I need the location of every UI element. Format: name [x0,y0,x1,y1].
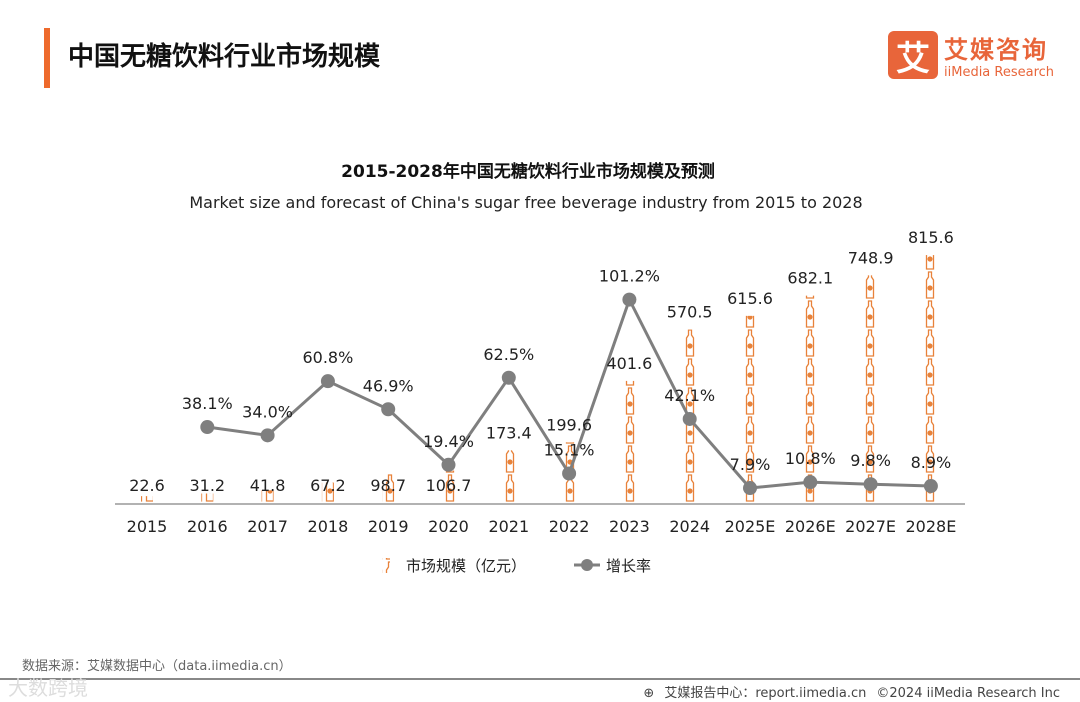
chart: 22.6 2015 31.2 2016 41.8 2017 67.2 2018 98.7 2019… [115,228,965,575]
growth-label-2026E: 10.8% [785,449,836,468]
bar-2015 [141,496,153,503]
logo-cn: 艾媒咨询 [944,36,1048,64]
footer: ⊕ 艾媒报告中心：report.iimedia.cn ©2024 iiMedia R… [633,682,1060,701]
legend-line-label: 增长率 [606,557,651,575]
bar-2018 [321,482,334,503]
bar-label-2020: 106.7 [426,476,472,495]
growth-point-2028E [923,479,938,494]
bar-label-2015: 22.6 [129,476,165,495]
growth-point-2026E [803,475,818,490]
footer-divider [0,678,1080,680]
bar-label-2025E: 615.6 [727,289,773,308]
chart-subtitle: Market size and forecast of China's suga… [189,193,863,212]
growth-point-2024 [682,411,697,426]
logo-mark: 艾 [888,31,938,79]
growth-point-2018 [320,374,335,389]
bar-label-2024: 570.5 [667,303,713,322]
x-tick-2024: 2024 [669,517,710,536]
legend-bar-icon [382,558,390,573]
x-tick-2019: 2019 [368,517,409,536]
x-tick-2020: 2020 [428,517,469,536]
bar-2017 [261,490,274,503]
growth-label-2018: 60.8% [302,348,353,367]
growth-label-2021: 62.5% [483,345,534,364]
growth-point-2021 [501,370,516,385]
x-tick-2025E: 2025E [725,517,776,536]
growth-point-2023 [622,292,637,307]
growth-point-2019 [381,402,396,417]
growth-label-2023: 101.2% [599,267,660,286]
bar-2027E [864,275,877,503]
bar-label-2023: 401.6 [606,354,652,373]
iimedia-logo: 艾 艾媒咨询 iiMedia Research [888,30,1054,80]
report-link[interactable]: 艾媒报告中心：report.iimedia.cn [664,686,867,701]
growth-label-2017: 34.0% [242,402,293,421]
bar-label-2018: 67.2 [310,476,346,495]
growth-label-2027E: 9.8% [850,451,891,470]
x-tick-2026E: 2026E [785,517,836,536]
bar-label-2022: 199.6 [546,415,592,434]
x-tick-2022: 2022 [549,517,590,536]
globe-icon: ⊕ [643,686,655,701]
logo-en: iiMedia Research [944,65,1055,80]
bar-label-2017: 41.8 [250,476,286,495]
growth-label-2019: 46.9% [363,376,414,395]
x-tick-2023: 2023 [609,517,650,536]
bar-2021 [502,450,515,503]
bar-label-2026E: 682.1 [787,269,833,288]
bar-label-2019: 98.7 [370,476,406,495]
bar-label-2016: 31.2 [189,476,225,495]
x-tick-2021: 2021 [488,517,529,536]
bar-2023 [623,380,636,503]
bar-label-2027E: 748.9 [848,248,894,267]
chart-title: 2015-2028年中国无糖饮料行业市场规模及预测 [341,162,715,182]
watermark: 大数跨境 [8,676,88,700]
copyright: ©2024 iiMedia Research Inc [876,686,1060,701]
growth-label-2028E: 8.9% [911,453,952,472]
growth-point-2025E [743,481,757,496]
bar-2026E [804,295,817,503]
bar-label-2028E: 815.6 [908,228,954,247]
title-accent-bar [44,28,50,88]
growth-label-2016: 38.1% [182,394,233,413]
x-tick-2028E: 2028E [905,517,956,536]
legend-bar-label: 市场规模（亿元） [406,557,526,575]
x-tick-2018: 2018 [308,517,349,536]
legend-line-marker [581,559,593,571]
growth-label-2024: 42.1% [664,386,715,405]
bar-2020 [442,470,455,503]
bar-2025E [744,315,756,503]
bar-2028E [924,255,937,503]
x-tick-2027E: 2027E [845,517,896,536]
growth-label-2025E: 7.9% [730,455,771,474]
growth-label-2020: 19.4% [423,432,474,451]
growth-point-2022 [562,466,577,481]
growth-label-2022: 15.1% [544,440,595,459]
growth-point-2020 [441,457,456,472]
bar-2019 [382,472,395,503]
growth-point-2017 [260,428,275,443]
bar-2016 [201,493,214,503]
page-title: 中国无糖饮料行业市场规模 [68,42,381,72]
x-tick-2015: 2015 [127,517,168,536]
x-tick-2017: 2017 [247,517,288,536]
x-tick-2016: 2016 [187,517,228,536]
legend: 市场规模（亿元） 增长率 [382,557,651,575]
bar-label-2021: 173.4 [486,423,532,442]
growth-point-2016 [200,420,215,435]
data-source: 数据来源：艾媒数据中心（data.iimedia.cn） [22,659,292,674]
growth-point-2027E [863,477,878,492]
